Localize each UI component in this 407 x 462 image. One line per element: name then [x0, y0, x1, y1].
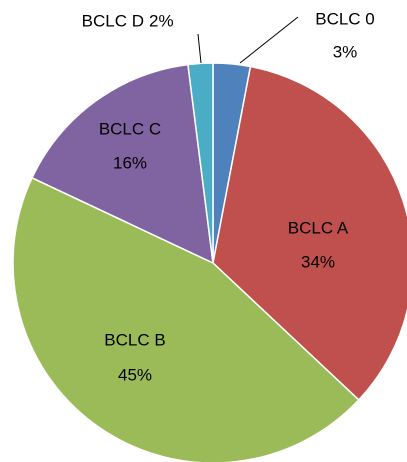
pie-slice — [212, 65, 407, 401]
slice-label: BCLC A — [288, 218, 349, 237]
leader-line — [197, 33, 202, 64]
slice-label: BCLC B — [104, 330, 165, 349]
slice-value: 16% — [113, 153, 147, 172]
slice-value: 3% — [333, 42, 358, 61]
slice-value: 45% — [118, 365, 152, 384]
slice-label: BCLC C — [99, 119, 161, 138]
pie-slice — [187, 62, 214, 264]
slice-label: BCLC D — [82, 11, 144, 30]
slice-value: 34% — [301, 252, 335, 271]
slice-label: BCLC 0 — [315, 9, 375, 28]
leader-line — [239, 16, 299, 64]
pie-slice — [31, 63, 214, 265]
slice-value: 2% — [149, 11, 174, 30]
pie-slice — [12, 176, 360, 462]
